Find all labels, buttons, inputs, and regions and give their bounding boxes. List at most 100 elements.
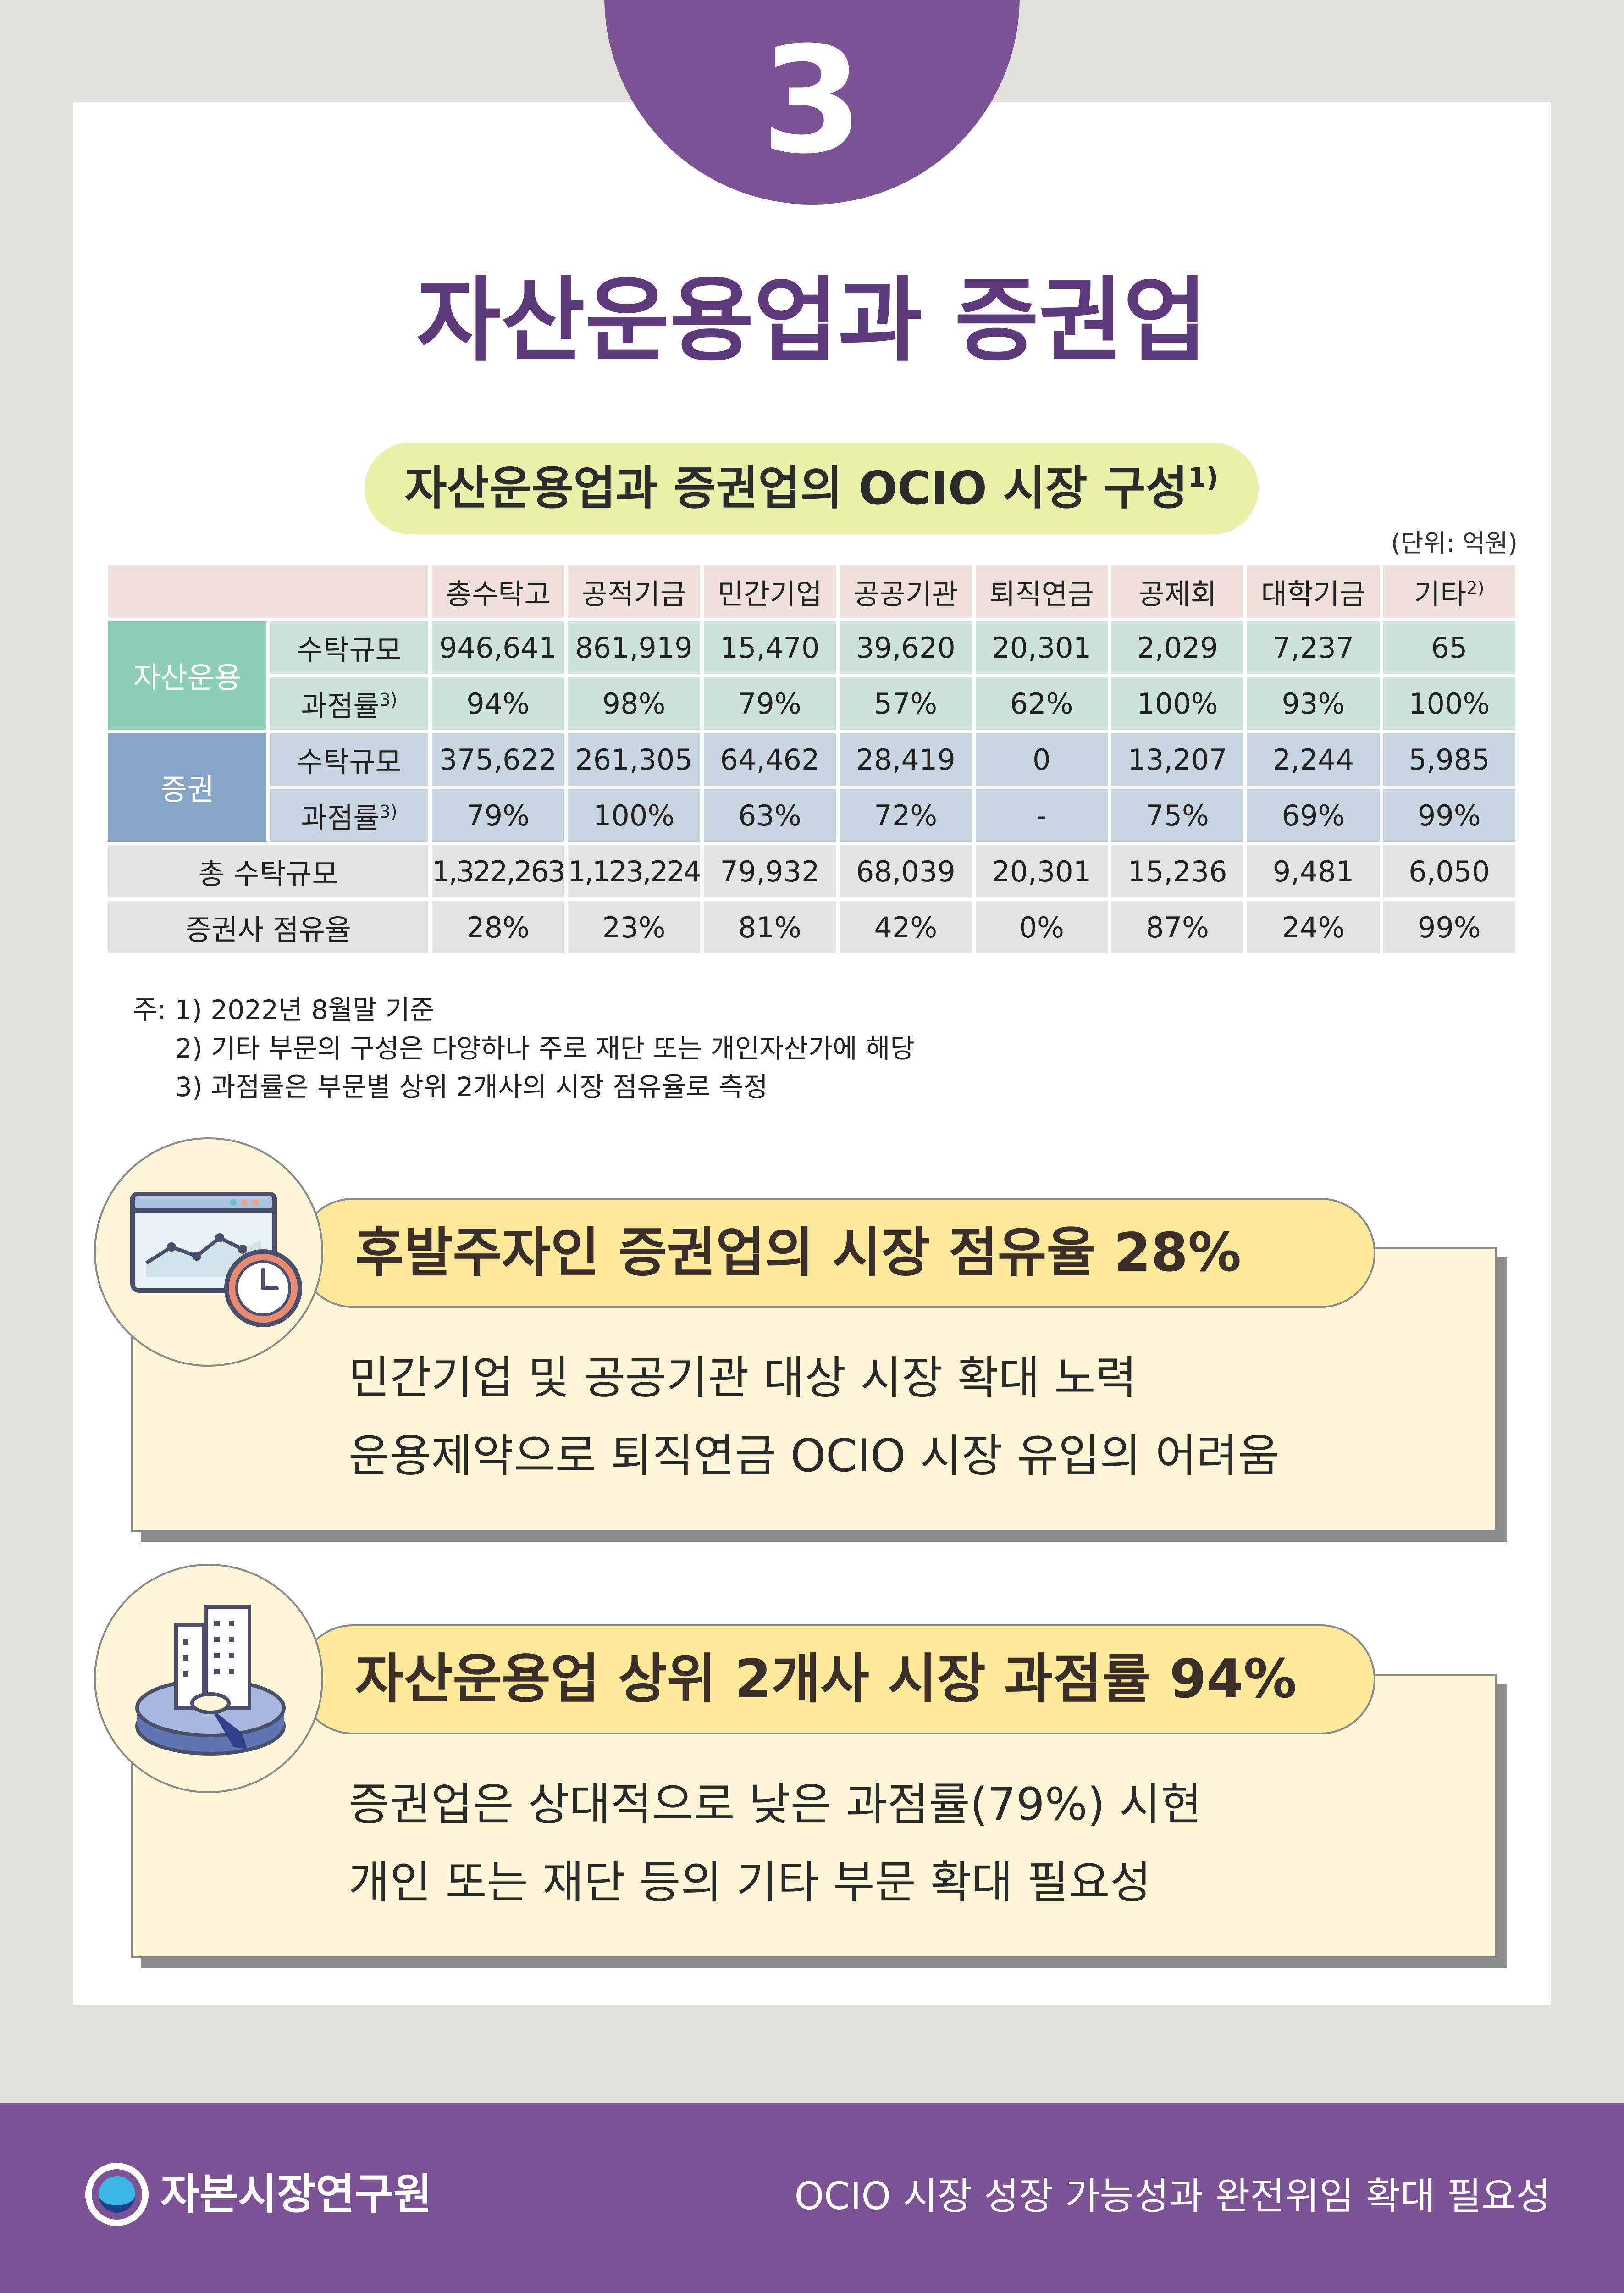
table-row: 증권 수탁규모 375,622 261,305 64,462 28,419 0 …	[108, 733, 1515, 842]
table-cell: 2,244	[1247, 733, 1380, 786]
col-header: 민간기업	[703, 565, 836, 618]
table-cell: 261,305	[568, 733, 700, 786]
table-cell: 23%	[568, 901, 700, 953]
row-label: 증권사 점유율	[108, 901, 428, 953]
table-cell: 0%	[975, 901, 1108, 953]
col-header-text: 기타	[1414, 577, 1467, 611]
table-cell: 63%	[703, 789, 836, 842]
ocio-market-table: 총수탁고 공적기금 민간기업 공공기관 퇴직연금 공제회 대학기금 기타2) 자…	[105, 562, 1519, 957]
table-cell: 75%	[1111, 789, 1244, 842]
table-notes: 주: 1) 2022년 8월말 기준 2) 기타 부문의 구성은 다양하나 주로…	[133, 991, 915, 1106]
table-title-note: 1)	[1188, 462, 1219, 493]
box1-line1: 민간기업 및 공공기관 대상 시장 확대 노력	[348, 1352, 1137, 1404]
table-cell: 79%	[703, 677, 836, 730]
row-label-text: 과점률	[301, 689, 380, 723]
row-label: 수탁규모	[270, 733, 428, 786]
table-cell: 42%	[840, 901, 972, 953]
table-cell: 5,985	[1383, 733, 1515, 786]
table-cell: 28,419	[840, 733, 972, 786]
box2-body: 증권업은 상대적으로 낮은 과점률(79%) 시현 개인 또는 재단 등의 기타…	[348, 1766, 1202, 1922]
table-cell: 7,237	[1247, 621, 1380, 674]
box1-heading: 후발주자인 증권업의 시장 점유율 28%	[298, 1198, 1375, 1308]
table-cell: 87%	[1111, 901, 1244, 953]
table-cell: 13,207	[1111, 733, 1244, 786]
unit-label: (단위: 억원)	[1391, 529, 1518, 558]
table-cell: 99%	[1383, 789, 1515, 842]
org-name: 자본시장연구원	[160, 2170, 432, 2219]
note-line: 2) 기타 부문의 구성은 다양하나 주로 재단 또는 개인자산가에 해당	[175, 1033, 915, 1064]
box2-line2: 개인 또는 재단 등의 기타 부문 확대 필요성	[348, 1856, 1151, 1909]
note-line: 3) 과점률은 부문별 상위 2개사의 시장 점유율로 측정	[175, 1071, 768, 1102]
table-cell: 2,029	[1111, 621, 1244, 674]
row-label-text: 과점률	[301, 801, 380, 835]
row-label: 과점률3)	[270, 677, 428, 730]
table-cell: 100%	[568, 789, 700, 842]
table-row-share: 증권사 점유율 28% 23% 81% 42% 0% 87% 24% 99%	[108, 901, 1515, 953]
table-cell: 9,481	[1247, 845, 1380, 897]
row-label-note: 3)	[379, 690, 398, 710]
table-cell: 0	[975, 733, 1108, 786]
table-row-total: 총 수탁규모 1,322,263 1,123,224 79,932 68,039…	[108, 845, 1515, 897]
col-header: 퇴직연금	[975, 565, 1108, 618]
row-label: 수탁규모	[270, 621, 428, 674]
box2-line1: 증권업은 상대적으로 낮은 과점률(79%) 시현	[348, 1778, 1202, 1831]
box2-heading: 자산운용업 상위 2개사 시장 과점률 94%	[298, 1624, 1375, 1734]
table-title-text: 자산운용업과 증권업의 OCIO 시장 구성	[404, 461, 1188, 515]
table-cell: 99%	[1383, 901, 1515, 953]
table-cell: 79,932	[703, 845, 836, 897]
col-header: 총수탁고	[432, 565, 564, 618]
row-label-note: 3)	[379, 802, 398, 822]
table-cell: 81%	[703, 901, 836, 953]
header-corner	[108, 565, 428, 618]
table-cell: 1,322,263	[432, 845, 566, 897]
table-header-row: 총수탁고 공적기금 민간기업 공공기관 퇴직연금 공제회 대학기금 기타2)	[108, 565, 1515, 618]
box1-body: 민간기업 및 공공기관 대상 시장 확대 노력 운용제약으로 퇴직연금 OCIO…	[348, 1339, 1279, 1495]
note-line: 주: 1) 2022년 8월말 기준	[133, 994, 435, 1025]
table-cell: 68,039	[840, 845, 972, 897]
table-cell: 24%	[1247, 901, 1380, 953]
group-label-securities: 증권	[108, 733, 266, 842]
table-cell: 79%	[432, 789, 564, 842]
table-title: 자산운용업과 증권업의 OCIO 시장 구성1)	[365, 443, 1259, 534]
table-cell: 100%	[1383, 677, 1515, 730]
box1-line2: 운용제약으로 퇴직연금 OCIO 시장 유입의 어려움	[348, 1430, 1280, 1482]
section-number: 3	[761, 16, 863, 186]
table-cell: 94%	[432, 677, 564, 730]
table-row: 과점률3) 94% 98% 79% 57% 62% 100% 93% 100%	[108, 677, 1515, 730]
col-header: 공공기관	[840, 565, 972, 618]
table-cell: 1,123,224	[568, 845, 702, 897]
table-cell: 64,462	[703, 733, 836, 786]
table-cell: 62%	[975, 677, 1108, 730]
table-cell: 861,919	[568, 621, 700, 674]
table-cell: 65	[1383, 621, 1515, 674]
table-cell: 69%	[1247, 789, 1380, 842]
table-cell: 72%	[840, 789, 972, 842]
table-cell: -	[975, 789, 1108, 842]
col-header-note: 2)	[1466, 578, 1485, 598]
table-cell: 100%	[1111, 677, 1244, 730]
table-cell: 28%	[432, 901, 564, 953]
col-header: 공제회	[1111, 565, 1244, 618]
col-header: 공적기금	[568, 565, 700, 618]
buildings-pie-icon	[94, 1564, 323, 1793]
table-cell: 6,050	[1383, 845, 1515, 897]
table-row: 과점률3) 79% 100% 63% 72% - 75% 69% 99%	[108, 789, 1515, 842]
table-cell: 946,641	[432, 621, 564, 674]
table-cell: 15,470	[703, 621, 836, 674]
table-cell: 57%	[840, 677, 972, 730]
row-label: 과점률3)	[270, 789, 428, 842]
table-cell: 98%	[568, 677, 700, 730]
report-title: OCIO 시장 성장 가능성과 완전위임 확대 필요성	[794, 2175, 1551, 2218]
org-logo-icon	[85, 2163, 149, 2226]
table-row: 자산운용 수탁규모 946,641 861,919 15,470 39,620 …	[108, 621, 1515, 730]
col-header-other: 기타2)	[1383, 565, 1515, 618]
table-cell: 375,622	[432, 733, 564, 786]
table-cell: 15,236	[1111, 845, 1244, 897]
line-chart-clock-icon	[94, 1137, 323, 1367]
table-cell: 93%	[1247, 677, 1380, 730]
footer: 자본시장연구원 OCIO 시장 성장 가능성과 완전위임 확대 필요성	[0, 2103, 1624, 2293]
table-cell: 39,620	[840, 621, 972, 674]
table-cell: 20,301	[975, 621, 1108, 674]
group-label-asset-mgmt: 자산운용	[108, 621, 266, 730]
col-header: 대학기금	[1247, 565, 1380, 618]
